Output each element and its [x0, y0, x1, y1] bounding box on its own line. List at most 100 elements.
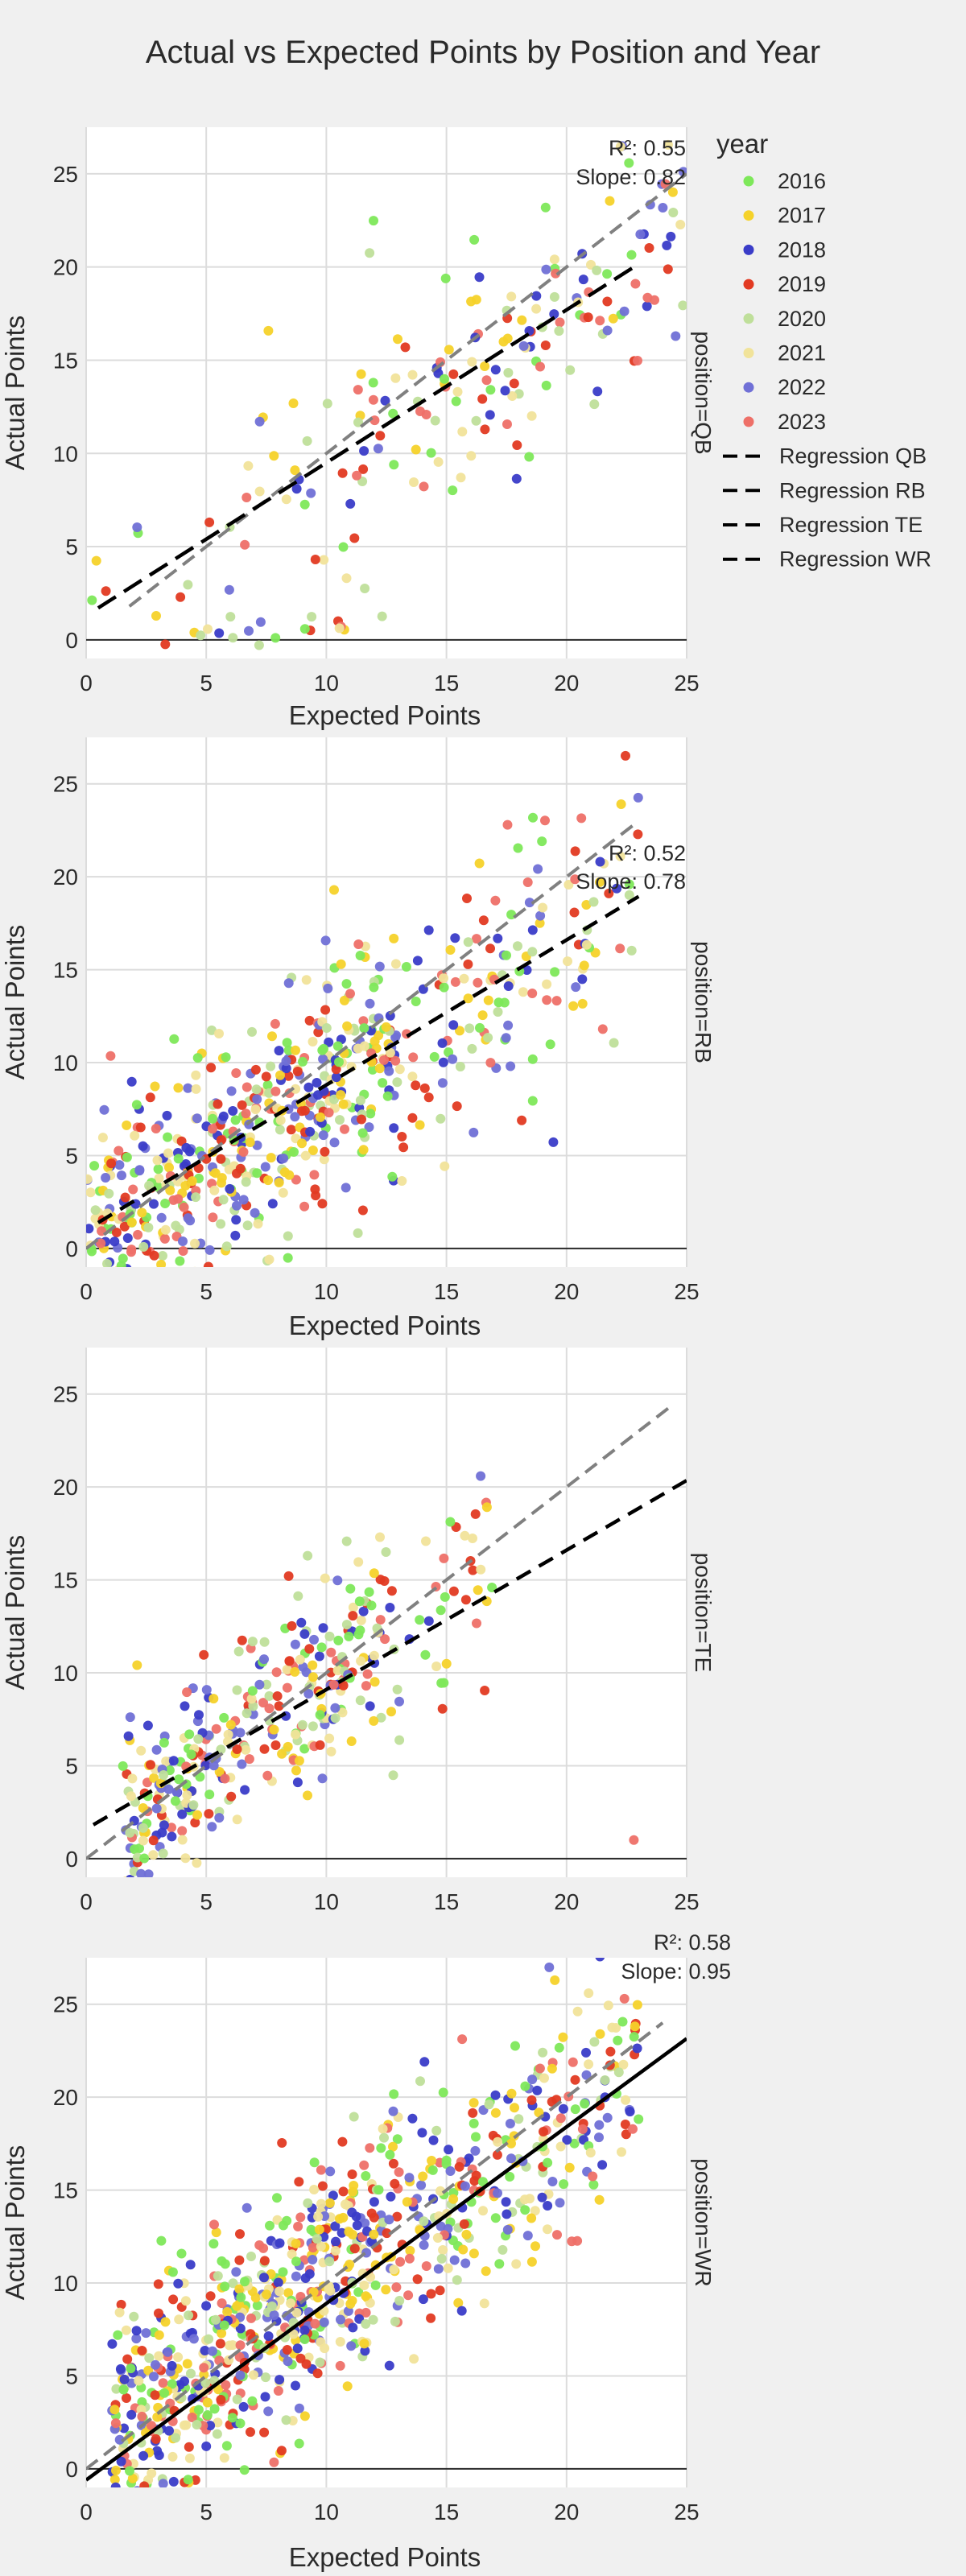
data-point	[334, 623, 345, 634]
data-point	[173, 2278, 184, 2289]
data-point	[263, 2331, 274, 2341]
data-point	[169, 1034, 180, 1044]
data-point	[375, 1532, 385, 1542]
data-point	[506, 2153, 516, 2164]
data-point	[324, 1733, 335, 1744]
data-point	[540, 815, 550, 826]
data-point	[183, 1213, 193, 1224]
data-point	[336, 959, 346, 969]
data-point	[397, 1132, 407, 1141]
data-point	[467, 357, 477, 367]
data-point	[619, 306, 630, 316]
data-point	[435, 2285, 445, 2296]
data-point	[263, 1175, 273, 1186]
data-point	[319, 1154, 329, 1165]
data-point	[481, 1502, 492, 1513]
x-tick-label: 20	[554, 671, 579, 696]
data-point	[438, 2087, 448, 2098]
data-point	[368, 378, 378, 388]
identity-line	[128, 172, 687, 608]
data-point	[584, 1988, 594, 1998]
data-point	[369, 982, 379, 993]
data-point	[231, 2267, 242, 2277]
data-point	[558, 2103, 568, 2114]
data-point	[375, 1575, 386, 1585]
data-point	[440, 1591, 450, 1602]
data-point	[237, 1635, 247, 1645]
data-point	[109, 2475, 120, 2485]
y-tick-label: 0	[65, 1236, 78, 1261]
data-point	[510, 2103, 519, 2113]
data-point	[127, 1773, 138, 1784]
y-tick-label: 15	[53, 958, 78, 983]
data-point	[440, 1161, 450, 1171]
data-point	[520, 2081, 530, 2091]
legend-marker-2016	[743, 175, 754, 187]
data-point	[469, 234, 480, 245]
data-point	[668, 208, 679, 217]
data-point	[146, 1760, 155, 1770]
data-point	[558, 2032, 568, 2042]
data-point	[283, 978, 294, 989]
data-point	[110, 2482, 121, 2487]
data-point	[675, 220, 686, 229]
data-point	[204, 517, 215, 527]
data-point	[365, 2143, 375, 2153]
data-point	[390, 373, 401, 383]
data-point	[379, 1055, 389, 1065]
data-point	[400, 342, 411, 353]
data-point	[477, 2177, 488, 2187]
data-point	[359, 2160, 369, 2170]
data-point	[212, 2429, 222, 2439]
data-point	[532, 2085, 543, 2095]
data-point	[151, 2434, 161, 2444]
data-point	[266, 1153, 276, 1163]
data-point	[386, 1707, 396, 1717]
data-point	[228, 633, 238, 643]
data-point	[323, 983, 333, 993]
data-point	[441, 1658, 452, 1669]
data-point	[114, 1160, 125, 1170]
data-point	[214, 1767, 225, 1777]
data-point	[678, 300, 687, 311]
data-point	[168, 2294, 179, 2305]
data-point	[162, 1110, 172, 1121]
data-point	[440, 374, 449, 384]
data-point	[281, 1056, 291, 1067]
panel-qb: 0 5 10 15 20 25 0 5 10 15 20 25 Actual Points positio…	[0, 127, 716, 696]
data-point	[302, 436, 312, 446]
data-point	[282, 1038, 292, 1048]
data-point	[183, 1083, 193, 1093]
data-point	[139, 2481, 150, 2487]
data-point	[283, 1571, 294, 1581]
legend-item-2019: 2019	[778, 272, 826, 296]
data-point	[570, 874, 580, 885]
x-tick-label: 10	[314, 1889, 339, 1914]
data-point	[160, 639, 171, 650]
data-point	[207, 1822, 217, 1832]
x-tick-label: 5	[200, 2500, 213, 2524]
data-point	[210, 1168, 221, 1179]
data-point	[87, 1246, 97, 1257]
data-point	[385, 1603, 395, 1612]
data-point	[123, 1731, 134, 1741]
data-point	[249, 2370, 258, 2380]
data-point	[306, 2224, 316, 2235]
data-point	[208, 2239, 219, 2249]
data-point	[269, 1724, 279, 1735]
data-point	[167, 2379, 177, 2389]
data-point	[316, 2198, 326, 2209]
data-point	[417, 2128, 427, 2138]
data-point	[114, 2434, 125, 2445]
data-point	[242, 2202, 252, 2213]
data-point	[173, 2352, 184, 2363]
data-point	[291, 2380, 300, 2391]
data-point	[275, 2238, 285, 2248]
data-point	[554, 326, 564, 336]
data-point	[497, 2244, 508, 2255]
data-point	[259, 1654, 269, 1665]
data-point	[364, 1122, 374, 1133]
data-point	[158, 1848, 168, 1859]
data-point	[412, 2274, 423, 2285]
data-point	[369, 2197, 379, 2207]
